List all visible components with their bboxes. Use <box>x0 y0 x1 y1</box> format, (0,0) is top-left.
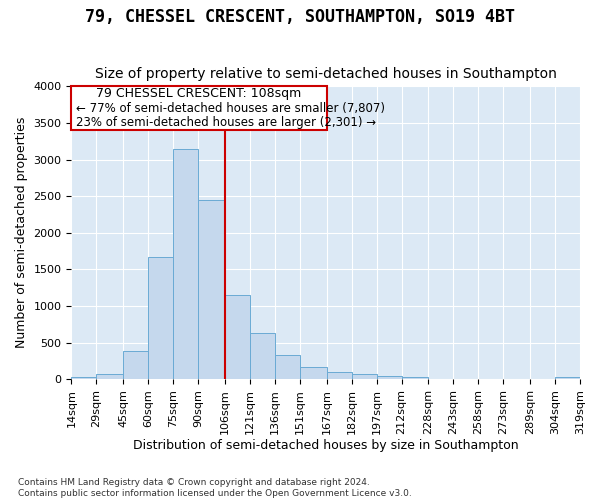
Y-axis label: Number of semi-detached properties: Number of semi-detached properties <box>15 117 28 348</box>
Bar <box>401 378 428 379</box>
Text: Contains HM Land Registry data © Crown copyright and database right 2024.
Contai: Contains HM Land Registry data © Crown c… <box>18 478 412 498</box>
Text: 79 CHESSEL CRESCENT: 108sqm: 79 CHESSEL CRESCENT: 108sqm <box>97 87 302 100</box>
Bar <box>555 376 580 379</box>
Bar <box>377 376 401 379</box>
Title: Size of property relative to semi-detached houses in Southampton: Size of property relative to semi-detach… <box>95 67 557 81</box>
FancyBboxPatch shape <box>71 86 326 130</box>
Bar <box>326 372 352 379</box>
Bar <box>123 352 148 379</box>
Bar <box>198 200 225 379</box>
Bar <box>225 295 250 379</box>
Bar <box>97 374 123 379</box>
Text: ← 77% of semi-detached houses are smaller (7,807): ← 77% of semi-detached houses are smalle… <box>76 102 385 115</box>
X-axis label: Distribution of semi-detached houses by size in Southampton: Distribution of semi-detached houses by … <box>133 440 518 452</box>
Bar <box>352 374 377 379</box>
Text: 79, CHESSEL CRESCENT, SOUTHAMPTON, SO19 4BT: 79, CHESSEL CRESCENT, SOUTHAMPTON, SO19 … <box>85 8 515 26</box>
Bar <box>71 377 97 379</box>
Text: 23% of semi-detached houses are larger (2,301) →: 23% of semi-detached houses are larger (… <box>76 116 377 130</box>
Bar <box>148 257 173 379</box>
Bar <box>250 333 275 379</box>
Bar <box>300 367 326 379</box>
Bar <box>275 355 300 379</box>
Bar <box>173 148 198 379</box>
